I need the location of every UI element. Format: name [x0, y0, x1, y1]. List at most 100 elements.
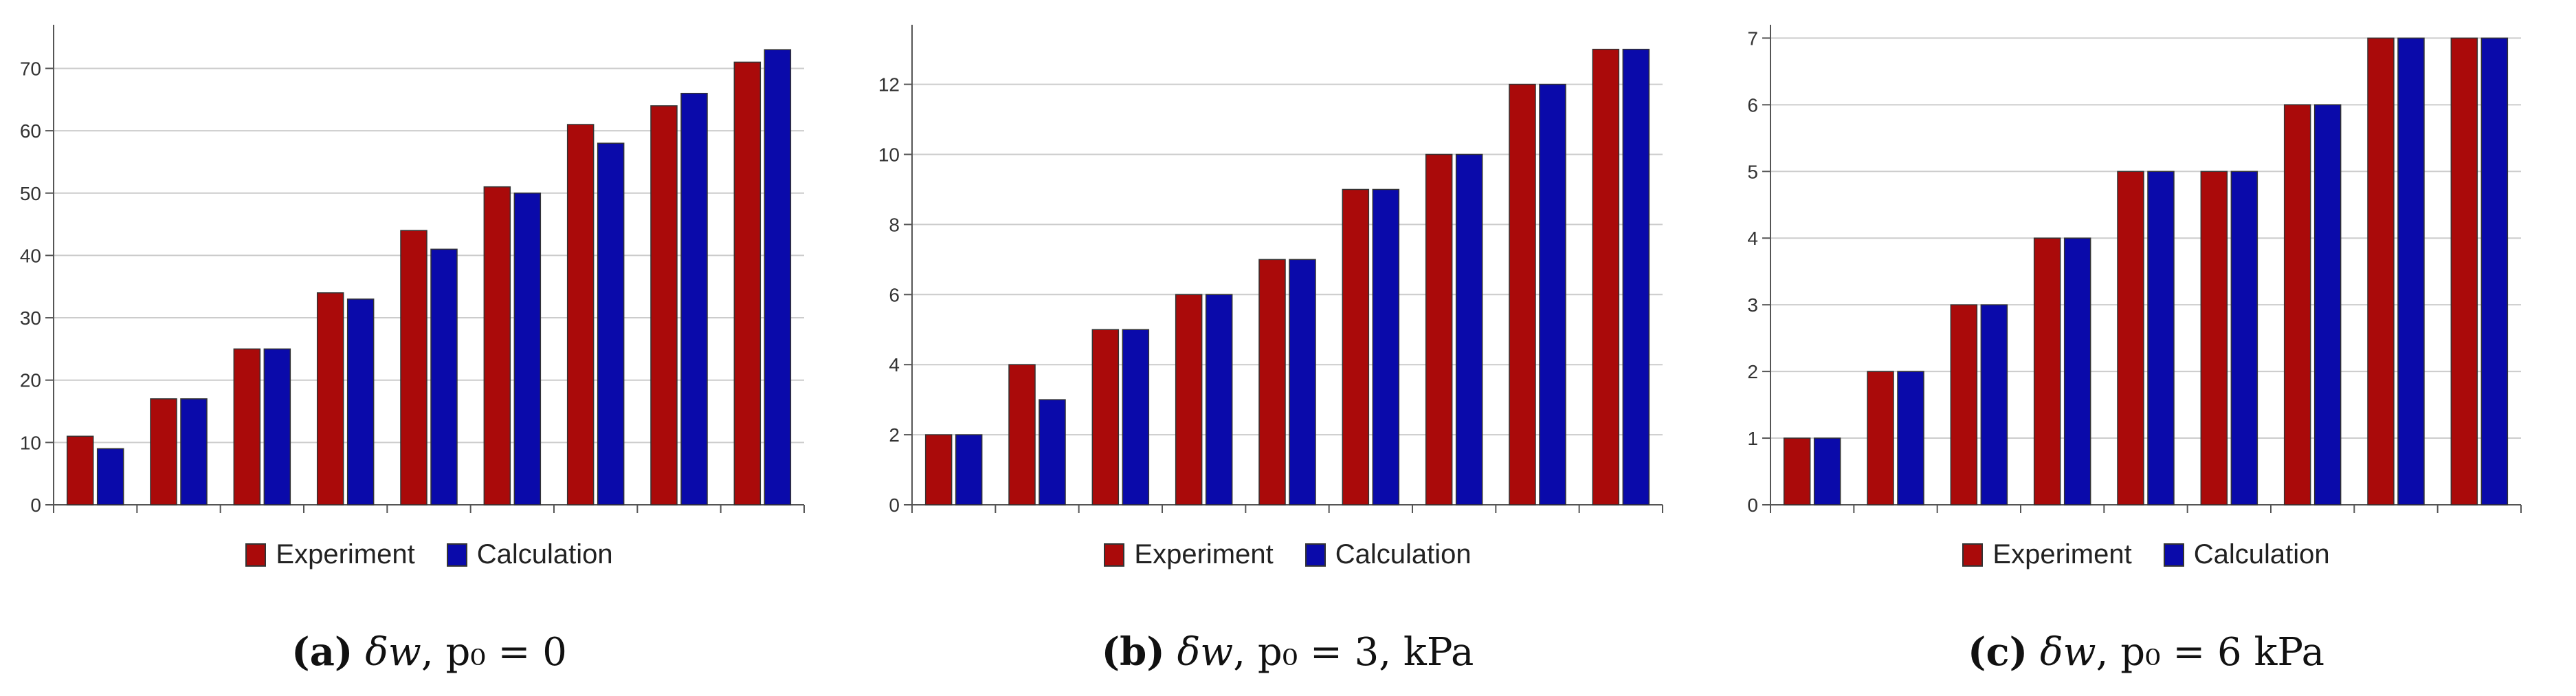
bar-experiment: [1008, 364, 1036, 505]
legend-swatch-experiment: [245, 543, 267, 567]
bar-experiment: [150, 398, 177, 505]
y-tick-label: 1: [1747, 428, 1758, 449]
bar-calculation: [1372, 188, 1400, 505]
legend-label-experiment: Experiment: [1992, 539, 2132, 569]
y-tick-label: 40: [20, 245, 41, 266]
y-tick-label: 8: [889, 214, 900, 235]
legend-item-calculation: Calculation: [1304, 539, 1472, 570]
bar-calculation: [955, 434, 983, 505]
y-tick-label: 12: [878, 74, 900, 96]
bar-experiment: [1783, 437, 1811, 505]
caption-label: (c): [1968, 629, 2028, 675]
bar-chart-c: 0 1 2 3 4 5 6 7: [1747, 25, 2522, 516]
bar-calculation: [513, 193, 542, 505]
bar-experiment: [2367, 37, 2395, 505]
bar-calculation: [2230, 171, 2258, 505]
y-tick-label: 30: [20, 307, 41, 329]
bar-experiment: [2033, 237, 2061, 505]
caption-label: (a): [291, 629, 353, 675]
legend-item-calculation: Calculation: [446, 539, 613, 570]
y-tick-label: 6: [1747, 94, 1758, 116]
caption-c: (c) δw, p₀ = 6 kPa: [1968, 629, 2324, 675]
bar-calculation: [597, 142, 625, 505]
y-tick-label: 4: [1747, 228, 1758, 249]
bar-calculation: [2397, 37, 2425, 505]
y-tick-label: 10: [878, 144, 900, 166]
bar-calculation: [2063, 237, 2091, 505]
caption-a: (a) δw, p₀ = 0: [291, 629, 567, 675]
caption-symbol: δw: [365, 630, 421, 675]
bar-experiment: [924, 434, 953, 505]
chart-panel-b: 0 2 4 6 8 10 12 Experiment Calculation (b) δw,…: [858, 0, 1717, 696]
caption-param: p₀ = 6 kPa: [2120, 630, 2324, 675]
y-tick-label: 7: [1747, 28, 1758, 49]
bar-calculation: [1205, 294, 1233, 505]
bar-calculation: [1897, 371, 1924, 505]
bar-calculation: [346, 298, 375, 505]
bar-experiment: [66, 435, 94, 505]
caption-symbol: δw: [2039, 630, 2096, 675]
legend-label-experiment: Experiment: [276, 539, 415, 569]
bar-experiment: [1592, 48, 1620, 505]
y-tick-label: 0: [30, 494, 41, 516]
bar-calculation: [1813, 437, 1841, 505]
chart-panel-a: 0 10 20 30 40 50 60 70 Experiment Calculation (…: [0, 0, 858, 696]
y-tick-label: 50: [20, 183, 41, 204]
legend-item-experiment: Experiment: [1962, 539, 2132, 570]
bar-experiment: [1091, 329, 1120, 505]
bar-experiment: [733, 61, 762, 505]
y-tick-label: 0: [889, 494, 900, 516]
y-tick-label: 10: [20, 432, 41, 453]
bar-experiment: [1509, 83, 1536, 505]
bar-calculation: [1539, 83, 1566, 505]
bar-experiment: [316, 292, 344, 505]
legend-label-experiment: Experiment: [1134, 539, 1274, 569]
caption-label: (b): [1101, 629, 1165, 675]
y-tick-label: 60: [20, 120, 41, 142]
y-tick-label: 4: [889, 354, 900, 376]
legend-label-calculation: Calculation: [476, 539, 613, 569]
legend-item-calculation: Calculation: [2163, 539, 2330, 570]
legend-label-calculation: Calculation: [1335, 539, 1472, 569]
legend: Experiment Calculation: [1717, 539, 2575, 570]
bar-experiment: [650, 105, 678, 505]
legend-swatch-calculation: [2163, 543, 2184, 567]
bar-calculation: [96, 448, 124, 505]
bar-experiment: [2283, 104, 2311, 505]
bar-chart-a: 0 10 20 30 40 50 60 70: [20, 25, 805, 516]
y-tick-label: 2: [1747, 361, 1758, 382]
bar-experiment: [233, 348, 261, 505]
y-tick-label: 20: [20, 370, 41, 391]
bar-calculation: [764, 49, 792, 505]
bar-experiment: [1425, 153, 1453, 505]
chart-panel-c: 0 1 2 3 4 5 6 7 Experiment Calculation (c) δw, …: [1717, 0, 2575, 696]
bar-experiment: [1258, 259, 1286, 505]
bar-experiment: [566, 124, 595, 505]
legend: Experiment Calculation: [858, 539, 1717, 570]
legend-label-calculation: Calculation: [2193, 539, 2330, 569]
bar-calculation: [2480, 37, 2509, 505]
bar-calculation: [2313, 104, 2342, 505]
bar-experiment: [1950, 304, 1978, 505]
caption-param: p₀ = 0: [445, 630, 567, 675]
bar-calculation: [263, 348, 291, 505]
legend-swatch-calculation: [446, 543, 467, 567]
y-tick-label: 0: [1747, 494, 1758, 516]
legend-swatch-experiment: [1962, 543, 1984, 567]
bar-experiment: [1867, 371, 1894, 505]
bar-calculation: [1980, 304, 2008, 505]
legend-item-experiment: Experiment: [1104, 539, 1274, 570]
bar-calculation: [1455, 153, 1483, 505]
legend-item-experiment: Experiment: [245, 539, 415, 570]
y-tick-label: 5: [1747, 161, 1758, 182]
bar-calculation: [1039, 399, 1066, 505]
bar-experiment: [2450, 37, 2478, 505]
y-tick-label: 3: [1747, 294, 1758, 316]
bar-calculation: [180, 398, 208, 505]
legend-swatch-experiment: [1104, 543, 1125, 567]
bar-calculation: [2147, 171, 2175, 505]
legend: Experiment Calculation: [0, 539, 858, 570]
bar-experiment: [483, 186, 511, 505]
y-tick-label: 70: [20, 58, 41, 79]
